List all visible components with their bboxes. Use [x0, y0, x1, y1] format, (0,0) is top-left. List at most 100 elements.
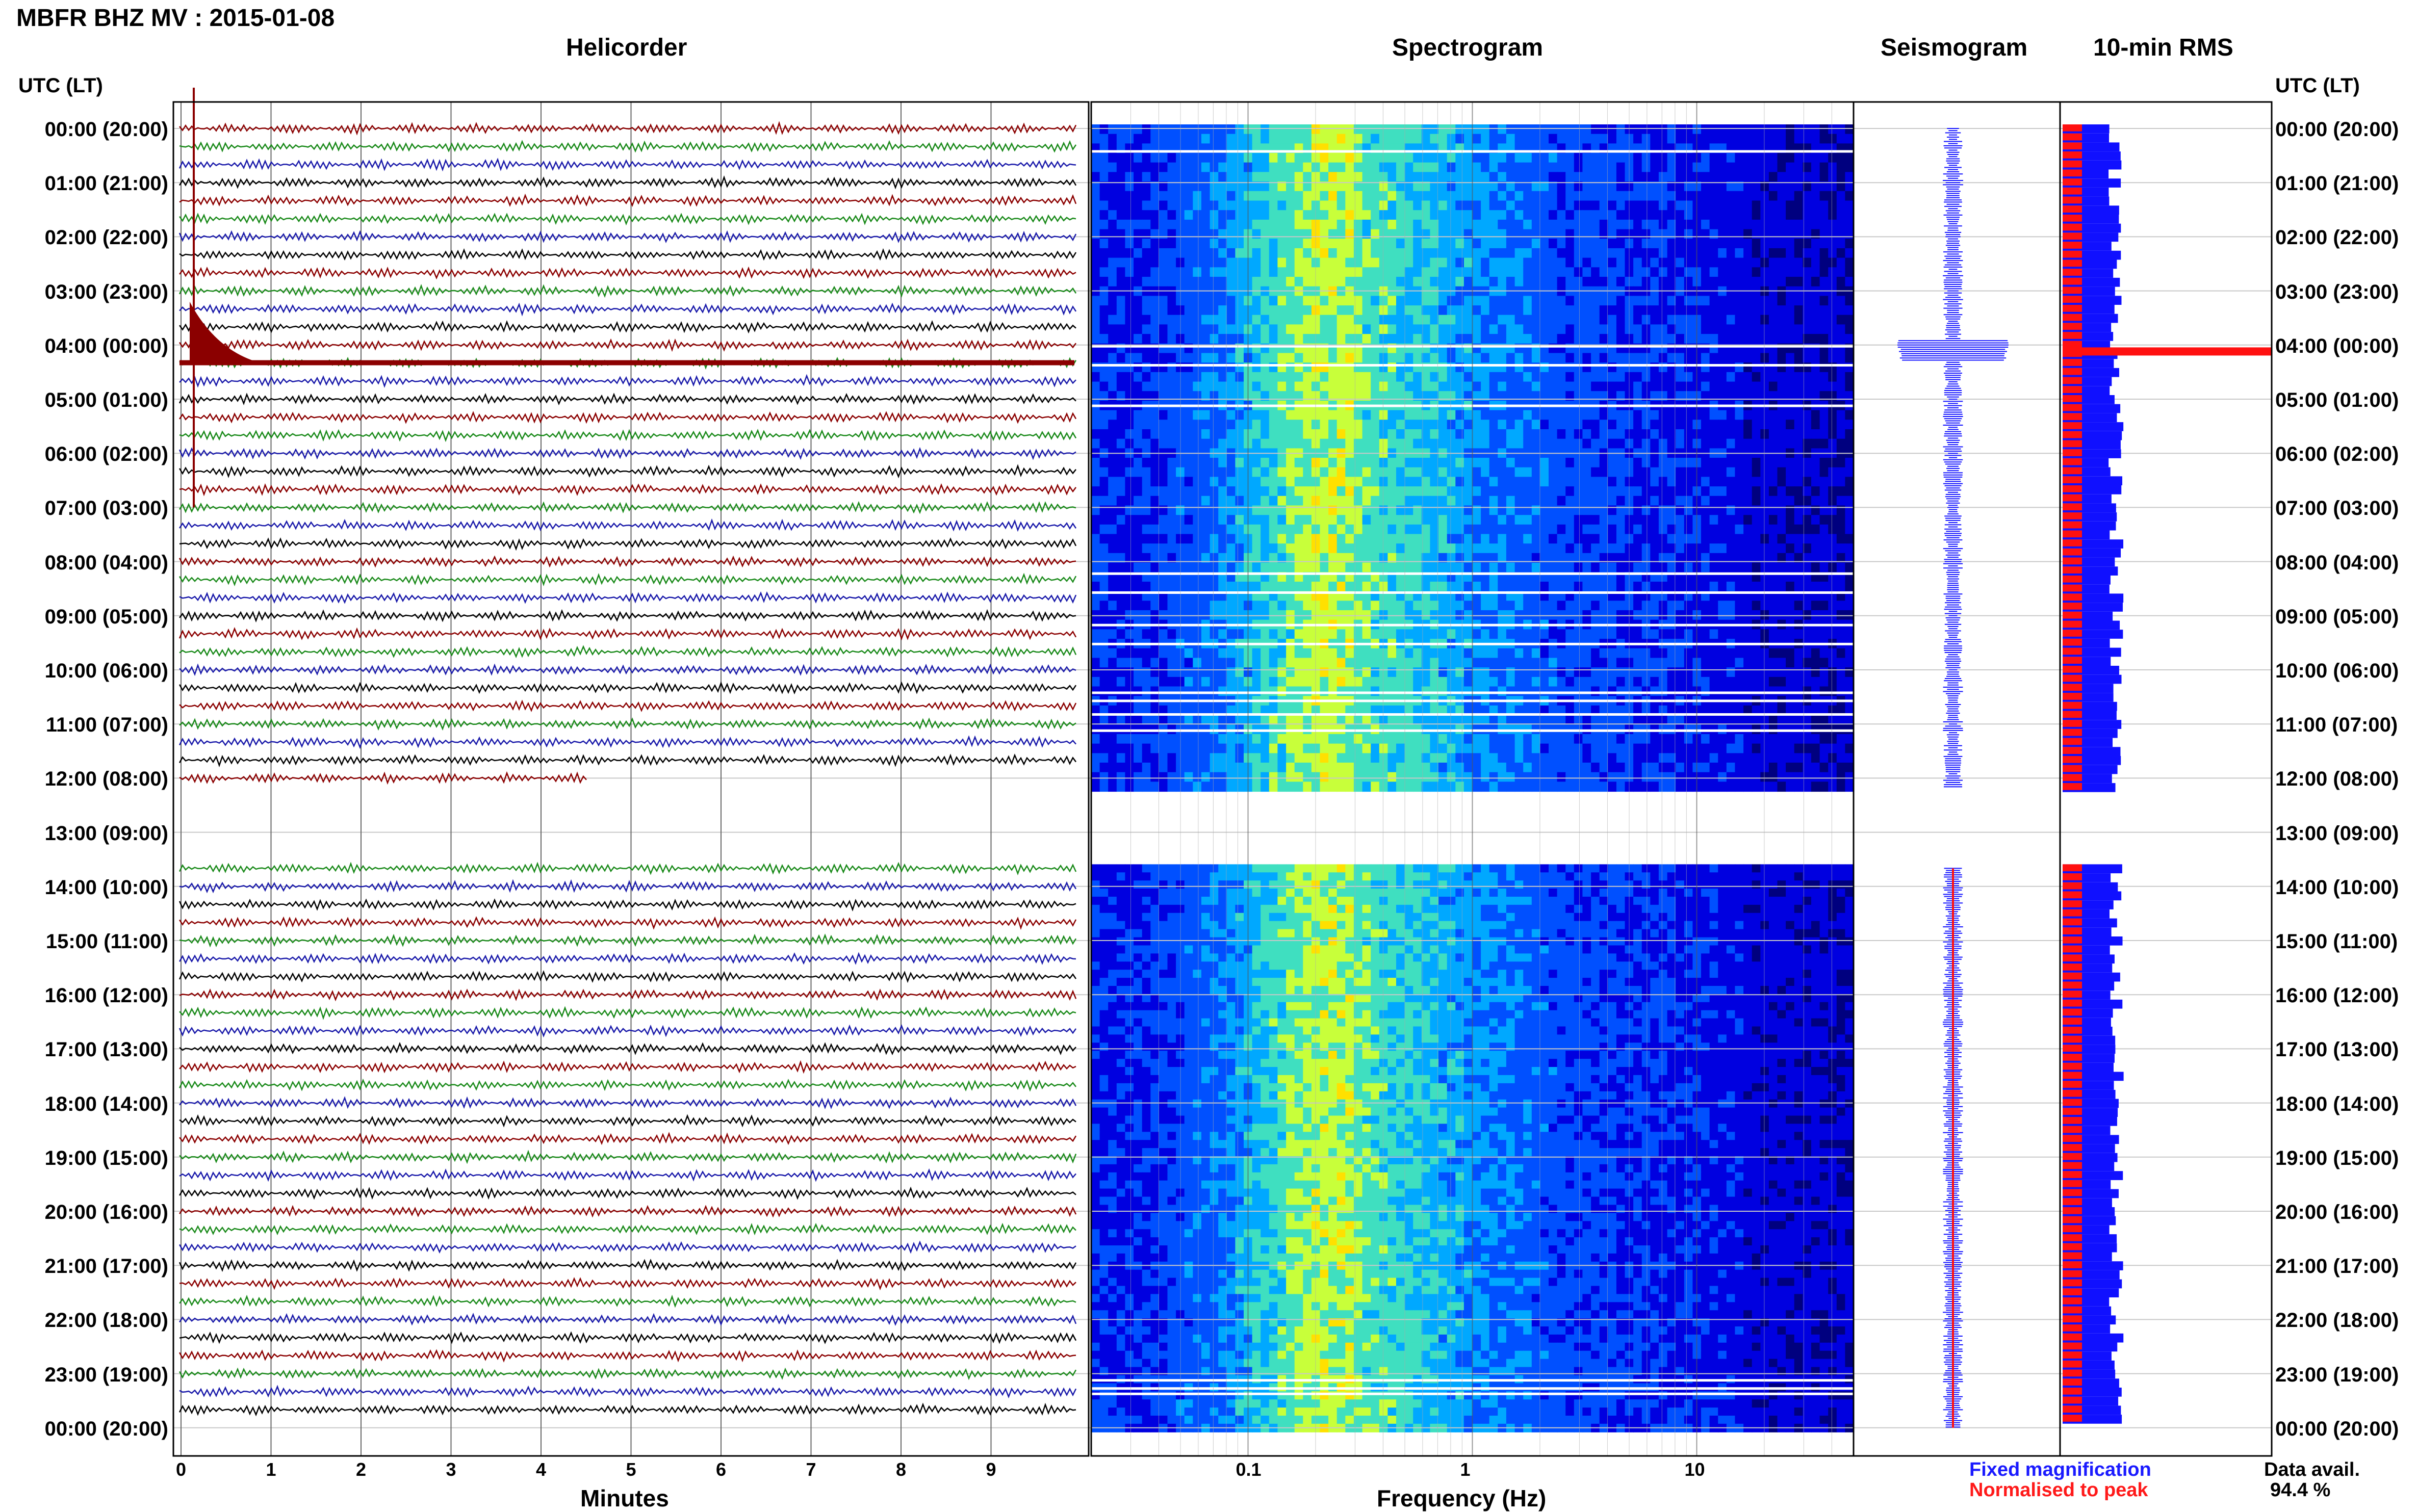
spectrogram-cell	[1659, 172, 1668, 182]
spectrogram-cell	[1328, 582, 1338, 592]
spectrogram-cell	[1778, 172, 1787, 182]
spectrogram-cell	[1591, 334, 1600, 344]
spectrogram-cell	[1650, 305, 1659, 316]
spectrogram-cell	[1379, 525, 1389, 535]
spectrogram-cell	[1100, 305, 1109, 316]
spectrogram-cell	[1481, 353, 1490, 363]
spectrogram-cell	[1481, 382, 1490, 392]
spectrogram-cell	[1261, 353, 1270, 363]
spectrogram-cell	[1565, 334, 1575, 344]
spectrogram-cell	[1379, 563, 1389, 573]
spectrogram-cell	[1515, 258, 1524, 268]
spectrogram-cell	[1312, 163, 1321, 173]
spectrogram-cell	[1277, 277, 1287, 287]
spectrogram-cell	[1117, 429, 1126, 439]
spectrogram-cell	[1396, 277, 1405, 287]
spectrogram-cell	[1811, 324, 1820, 334]
spectrogram-cell	[1303, 420, 1312, 430]
spectrogram-cell	[1134, 467, 1143, 478]
spectrogram-cell	[1684, 477, 1693, 487]
spectrogram-cell	[1616, 477, 1626, 487]
spectrogram-cell	[1337, 486, 1346, 497]
spectrogram-cell	[1422, 248, 1431, 258]
spectrogram-cell	[1557, 420, 1566, 430]
spectrogram-cell	[1345, 467, 1354, 478]
spectrogram-cell	[1447, 353, 1456, 363]
spectrogram-cell	[1811, 248, 1820, 258]
spectrogram-cell	[1684, 191, 1693, 201]
spectrogram-cell	[1473, 315, 1482, 325]
spectrogram-cell	[1286, 601, 1295, 611]
spectrogram-cell	[1752, 258, 1761, 268]
spectrogram-cell	[1794, 534, 1804, 544]
spectrogram-cell	[1447, 134, 1456, 144]
spectrogram-cell	[1769, 163, 1778, 173]
spectrogram-cell	[1633, 543, 1642, 554]
spectrogram-cell	[1277, 267, 1287, 277]
spectrogram-cell	[1828, 172, 1837, 182]
spectrogram-cell	[1743, 439, 1753, 449]
spectrogram-cell	[1760, 534, 1769, 544]
spectrogram-cell	[1600, 382, 1609, 392]
spectrogram-cell	[1523, 229, 1532, 240]
spectrogram-cell	[1218, 543, 1227, 554]
spectrogram-cell	[1108, 543, 1117, 554]
spectrogram-cell	[1565, 410, 1575, 421]
spectrogram-cell	[1481, 601, 1490, 611]
spectrogram-cell	[1303, 582, 1312, 592]
spectrogram-cell	[1227, 420, 1236, 430]
spectrogram-cell	[1185, 163, 1194, 173]
spectrogram-cell	[1117, 229, 1126, 240]
spectrogram-cell	[1557, 258, 1566, 268]
spectrogram-cell	[1735, 153, 1744, 163]
spectrogram-cell	[1506, 305, 1515, 316]
spectrogram-cell	[1320, 543, 1329, 554]
spectrogram-cell	[1387, 439, 1397, 449]
spectrogram-cell	[1303, 543, 1312, 554]
spectrogram-cell	[1150, 353, 1160, 363]
spectrogram-cell	[1633, 124, 1642, 135]
spectrogram-cell	[1201, 248, 1211, 258]
spectrogram-cell	[1422, 477, 1431, 487]
spectrogram-cell	[1345, 124, 1354, 135]
spectrogram-cell	[1185, 496, 1194, 506]
spectrogram-cell	[1261, 201, 1270, 211]
spectrogram-cell	[1142, 124, 1151, 135]
spectrogram-cell	[1743, 458, 1753, 468]
spectrogram-cell	[1828, 563, 1837, 573]
spectrogram-cell	[1108, 382, 1117, 392]
spectrogram-cell	[1718, 305, 1727, 316]
spectrogram-cell	[1820, 543, 1829, 554]
spectrogram-cell	[1582, 582, 1591, 592]
spectrogram-cell	[1185, 172, 1194, 182]
spectrogram-cell	[1320, 324, 1329, 334]
spectrogram-cell	[1489, 134, 1499, 144]
spectrogram-cell	[1252, 467, 1262, 478]
spectrogram-cell	[1261, 305, 1270, 316]
spectrogram-cell	[1532, 477, 1541, 487]
spectrogram-cell	[1574, 334, 1583, 344]
spectrogram-cell	[1582, 324, 1591, 334]
spectrogram-cell	[1379, 163, 1389, 173]
spectrogram-cell	[1481, 220, 1490, 230]
spectrogram-cell	[1565, 229, 1575, 240]
spectrogram-cell	[1811, 258, 1820, 268]
spectrogram-cell	[1227, 134, 1236, 144]
spectrogram-cell	[1845, 582, 1854, 592]
spectrogram-cell	[1193, 372, 1202, 382]
spectrogram-cell	[1820, 477, 1829, 487]
spectrogram-cell	[1811, 486, 1820, 497]
spectrogram-cell	[1261, 134, 1270, 144]
spectrogram-cell	[1760, 439, 1769, 449]
spectrogram-cell	[1201, 277, 1211, 287]
spectrogram-cell	[1828, 496, 1837, 506]
spectrogram-cell	[1710, 191, 1719, 201]
spectrogram-cell	[1405, 296, 1414, 306]
spectrogram-cell	[1582, 153, 1591, 163]
spectrogram-cell	[1811, 563, 1820, 573]
spectrogram-cell	[1303, 458, 1312, 468]
spectrogram-cell	[1447, 191, 1456, 201]
spectrogram-cell	[1659, 382, 1668, 392]
spectrogram-cell	[1447, 439, 1456, 449]
spectrogram-cell	[1227, 382, 1236, 392]
